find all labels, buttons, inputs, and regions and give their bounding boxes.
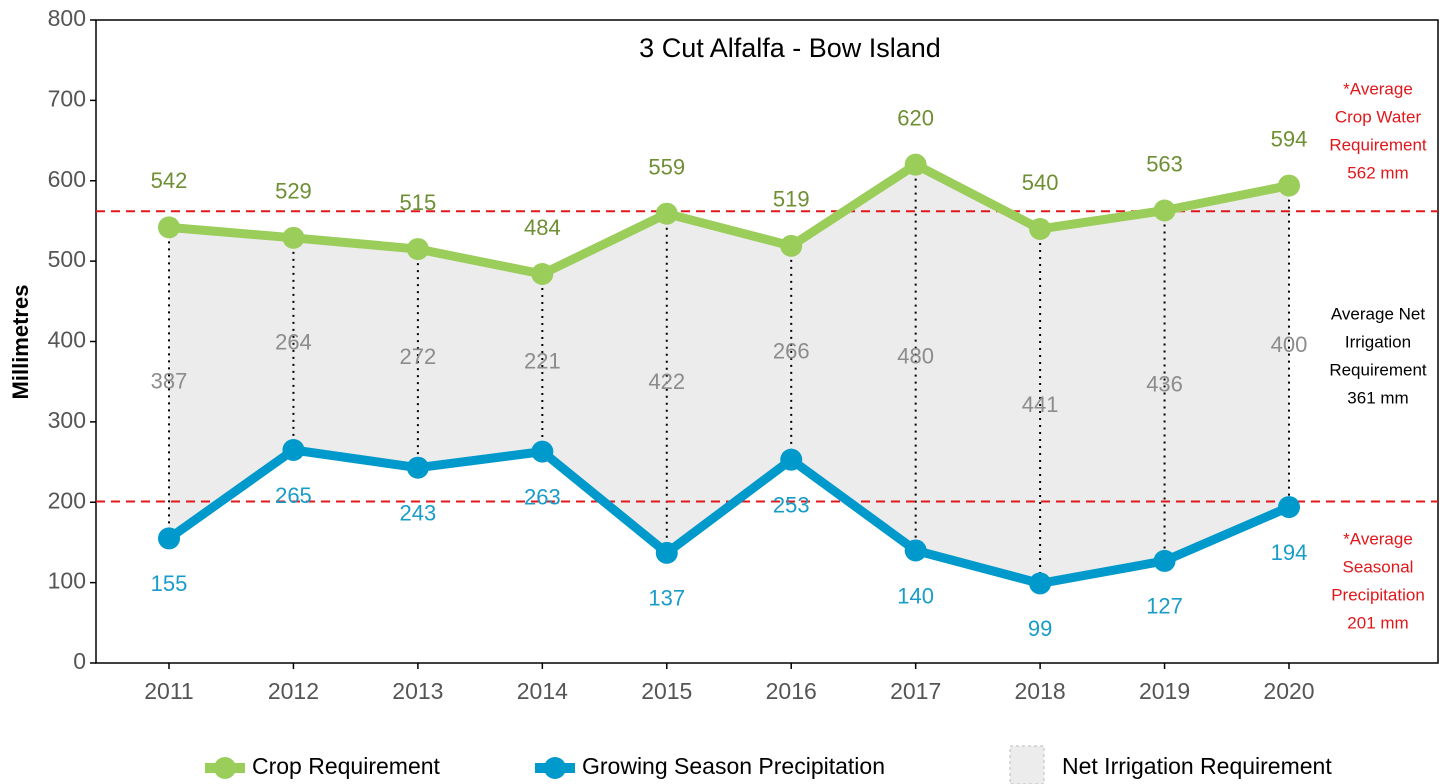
- legend-swatch: [1009, 745, 1045, 784]
- point: [406, 238, 429, 261]
- y-tick-label: 100: [48, 568, 86, 594]
- data-label: 137: [648, 586, 685, 611]
- net-annotation: Irrigation: [1345, 332, 1411, 351]
- point: [655, 202, 678, 225]
- x-tick-label: 2012: [268, 678, 319, 704]
- net-annotation: Average Net: [1331, 304, 1425, 323]
- net-label: 264: [275, 330, 312, 355]
- data-label: 243: [400, 501, 437, 526]
- data-label: 484: [524, 215, 561, 240]
- y-tick-label: 400: [48, 327, 86, 353]
- x-tick-label: 2017: [890, 678, 941, 704]
- data-label: 127: [1146, 594, 1183, 619]
- x-tick-label: 2019: [1139, 678, 1190, 704]
- y-tick-label: 200: [48, 487, 86, 513]
- point: [1278, 174, 1300, 197]
- data-label: 99: [1028, 616, 1052, 641]
- point: [531, 262, 554, 285]
- data-label: 515: [400, 190, 437, 215]
- data-label: 253: [773, 492, 810, 517]
- point: [406, 456, 429, 479]
- data-label: 155: [151, 571, 188, 596]
- data-label: 263: [524, 484, 561, 509]
- net-label: 480: [897, 343, 934, 368]
- series-line: [166, 445, 1291, 588]
- reference-annotation: Requirement: [1329, 135, 1427, 154]
- reference-annotation: 562 mm: [1347, 163, 1408, 182]
- point: [904, 539, 927, 562]
- point: [1029, 217, 1052, 240]
- data-label: 542: [151, 168, 188, 193]
- x-tick-label: 2016: [766, 678, 817, 704]
- point: [904, 153, 927, 176]
- data-label: 529: [275, 179, 312, 204]
- y-tick-label: 700: [48, 85, 86, 111]
- point: [655, 541, 678, 564]
- legend-marker: [214, 757, 236, 779]
- data-label: 519: [773, 187, 810, 212]
- point: [1153, 549, 1176, 572]
- y-tick-label: 800: [48, 5, 86, 31]
- reference-annotation: *Average: [1343, 79, 1413, 98]
- y-tick-label: 600: [48, 166, 86, 192]
- point: [780, 234, 803, 257]
- x-tick-label: 2018: [1015, 678, 1066, 704]
- net-label: 387: [151, 369, 188, 394]
- reference-annotation: 201 mm: [1347, 613, 1408, 632]
- data-label: 140: [897, 583, 934, 608]
- point: [282, 439, 305, 462]
- net-label: 266: [773, 339, 810, 364]
- x-tick-label: 2020: [1263, 678, 1314, 704]
- net-area: [169, 164, 1289, 584]
- point: [780, 448, 803, 471]
- net-label: 441: [1022, 392, 1059, 417]
- data-label: 563: [1146, 151, 1183, 176]
- net-annotation: Requirement: [1329, 360, 1427, 379]
- point: [531, 440, 554, 463]
- point: [158, 527, 180, 550]
- data-label: 594: [1271, 126, 1308, 151]
- x-tick-label: 2013: [392, 678, 443, 704]
- x-tick-label: 2014: [517, 678, 568, 704]
- reference-annotation: Precipitation: [1331, 585, 1425, 604]
- net-label: 221: [524, 349, 561, 374]
- net-label: 436: [1146, 372, 1183, 397]
- net-label: 400: [1271, 332, 1308, 357]
- x-tick-label: 2011: [144, 678, 193, 704]
- reference-annotation: Seasonal: [1343, 557, 1414, 576]
- data-label: 559: [648, 155, 685, 180]
- legend-label: Growing Season Precipitation: [582, 753, 885, 779]
- legend-label: Net Irrigation Requirement: [1062, 753, 1332, 779]
- net-label: 422: [648, 369, 685, 394]
- y-axis-label: Millimetres: [8, 285, 33, 400]
- series-line: [168, 160, 1290, 279]
- reference-annotation: *Average: [1343, 529, 1413, 548]
- point: [158, 216, 180, 239]
- y-tick-label: 300: [48, 407, 86, 433]
- reference-annotation: Crop Water: [1335, 107, 1422, 126]
- net-annotation: 361 mm: [1347, 388, 1408, 407]
- legend-marker: [544, 757, 566, 779]
- x-tick-label: 2015: [641, 678, 692, 704]
- y-tick-label: 0: [73, 648, 86, 674]
- data-label: 194: [1271, 540, 1308, 565]
- point: [1153, 199, 1176, 222]
- data-label: 265: [275, 483, 312, 508]
- point: [282, 226, 305, 249]
- legend-label: Crop Requirement: [252, 753, 441, 779]
- net-label: 272: [400, 344, 437, 369]
- point: [1029, 572, 1052, 595]
- point: [1278, 496, 1300, 519]
- chart-title: 3 Cut Alfalfa - Bow Island: [639, 33, 941, 63]
- y-tick-label: 500: [48, 246, 86, 272]
- data-label: 620: [897, 105, 934, 130]
- data-label: 540: [1022, 170, 1059, 195]
